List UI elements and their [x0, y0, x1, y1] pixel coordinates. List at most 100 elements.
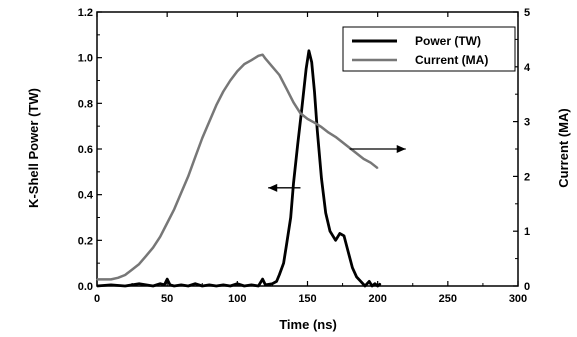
series-point-current [327, 131, 330, 134]
series-point-power [343, 235, 345, 237]
y-left-tick-label: 0.0 [78, 281, 93, 293]
series-point-power [368, 280, 370, 283]
series-point-power [173, 285, 175, 287]
series-point-current [208, 121, 210, 123]
series-point-power [96, 285, 98, 287]
series-point-power [257, 285, 259, 287]
series-point-current [131, 268, 133, 271]
series-point-power [316, 130, 318, 132]
series-point-power [347, 251, 349, 253]
series-point-current [243, 63, 245, 65]
series-point-power [313, 91, 316, 93]
series-point-current [173, 208, 175, 210]
series-point-power [159, 283, 161, 285]
y-left-tick-label: 0.8 [78, 98, 93, 110]
series-point-current [124, 274, 126, 276]
series-point-current [180, 192, 182, 194]
series-point-power [292, 182, 295, 184]
series-point-power [138, 283, 140, 285]
series-point-current [215, 104, 217, 106]
series-point-power [320, 178, 323, 180]
series-point-current [285, 88, 288, 90]
series-point-current [166, 222, 168, 224]
x-tick-label: 100 [228, 293, 246, 305]
series-point-current [96, 278, 98, 281]
legend-label-current: Current (MA) [415, 53, 488, 67]
series-point-power [297, 143, 299, 146]
y-left-tick-label: 0.2 [78, 235, 93, 247]
x-tick-label: 150 [298, 293, 316, 305]
series-point-power [325, 212, 327, 214]
series-point-power [169, 284, 171, 286]
series-point-power [379, 283, 382, 285]
series-point-power [152, 285, 154, 287]
series-point-power [124, 285, 126, 287]
x-tick-label: 300 [509, 293, 527, 305]
series-point-power [163, 284, 165, 286]
series-point-power [285, 244, 288, 246]
series-point-power [250, 284, 252, 286]
series-point-current [356, 152, 358, 154]
y-left-tick-label: 0.4 [78, 190, 94, 202]
series-point-power [208, 284, 210, 286]
series-point-power [360, 280, 362, 283]
x-axis-title: Time (ns) [279, 317, 337, 332]
series-point-current [306, 118, 309, 120]
series-point-current [261, 54, 264, 56]
series-point-power [311, 61, 313, 63]
y-left-tick-label: 1.0 [78, 53, 93, 65]
series-point-power [229, 285, 231, 287]
series-point-power [283, 262, 285, 264]
y-right-tick-label: 2 [524, 171, 530, 183]
series-point-current [152, 247, 154, 249]
y-right-tick-label: 0 [524, 281, 530, 293]
series-point-current [334, 136, 337, 138]
series-point-current [145, 255, 147, 257]
series-point-current [313, 122, 316, 124]
series-point-power [215, 285, 217, 287]
legend: Power (TW) Current (MA) [342, 26, 516, 72]
series-line-current [97, 53, 379, 281]
x-tick-label: 250 [439, 293, 457, 305]
series-point-current [229, 79, 231, 82]
x-tick-label: 200 [368, 293, 386, 305]
series-point-power [110, 284, 112, 286]
series-point-current [363, 158, 365, 160]
series-point-power [374, 283, 376, 285]
series-point-power [278, 273, 281, 276]
y-right-tick-label: 3 [524, 117, 530, 129]
series-point-power [371, 285, 373, 287]
series-point-power [201, 285, 203, 287]
series-point-current [278, 74, 281, 76]
series-point-power [271, 283, 274, 285]
series-point-power [334, 239, 337, 241]
series-point-power [264, 284, 266, 286]
series-point-current [117, 277, 119, 279]
series-point-current [250, 59, 252, 61]
series-point-current [370, 162, 372, 164]
series-point-current [299, 112, 302, 114]
arrow-left-head [268, 183, 278, 192]
y-axis-left-title: K-Shell Power (TW) [26, 88, 41, 208]
series-point-power [364, 285, 366, 287]
series-line-power [96, 49, 382, 288]
series-point-power [305, 68, 307, 70]
series-point-power [187, 285, 189, 287]
x-tick-label: 50 [161, 293, 173, 305]
series-point-power [236, 283, 238, 285]
y-left-tick-label: 0.6 [78, 144, 93, 156]
series-point-current [159, 236, 161, 238]
series-point-current [187, 175, 189, 177]
series-point-current [349, 147, 351, 149]
series-point-current [236, 70, 238, 72]
series-point-current [257, 55, 259, 57]
series-point-power [166, 278, 168, 280]
legend-label-power: Power (TW) [415, 34, 481, 48]
legend-box [342, 26, 516, 72]
y-right-tick-label: 4 [524, 62, 531, 74]
y-axis-right-title: Current (MA) [556, 108, 571, 187]
series-point-power [276, 280, 278, 283]
series-point-power [261, 278, 264, 280]
y-right-tick-label: 1 [524, 226, 530, 238]
